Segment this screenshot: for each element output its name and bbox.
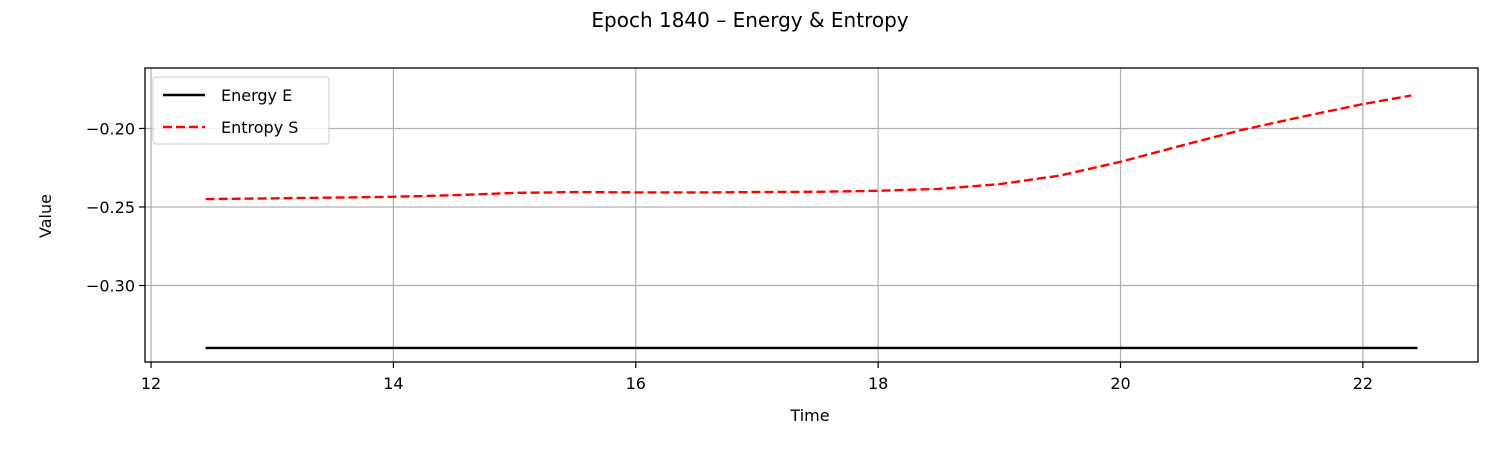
y-axis-title: Value: [36, 194, 55, 238]
grid: [145, 68, 1478, 362]
x-tick-label: 20: [1110, 374, 1130, 393]
legend-label: Energy E: [221, 86, 292, 105]
y-tick-label: −0.20: [86, 119, 135, 138]
y-axis-ticks: −0.20 −0.25 −0.30: [86, 119, 145, 296]
legend-label: Entropy S: [221, 118, 298, 137]
y-tick-label: −0.25: [86, 198, 135, 217]
x-tick-label: 18: [868, 374, 888, 393]
plot-frame: [144, 67, 1479, 363]
series-layer: [205, 94, 1418, 350]
legend: Energy E Entropy S: [152, 76, 330, 145]
x-axis-ticks: 12 14 16 18 20 22: [141, 362, 1373, 393]
x-axis-title: Time: [789, 406, 829, 425]
series-line-entropy-s: [205, 94, 1412, 201]
y-tick-label: −0.30: [86, 277, 135, 296]
x-tick-label: 12: [141, 374, 161, 393]
chart-title: Epoch 1840 – Energy & Entropy: [591, 8, 908, 32]
x-tick-label: 14: [383, 374, 403, 393]
x-tick-label: 16: [626, 374, 646, 393]
x-tick-label: 22: [1353, 374, 1373, 393]
